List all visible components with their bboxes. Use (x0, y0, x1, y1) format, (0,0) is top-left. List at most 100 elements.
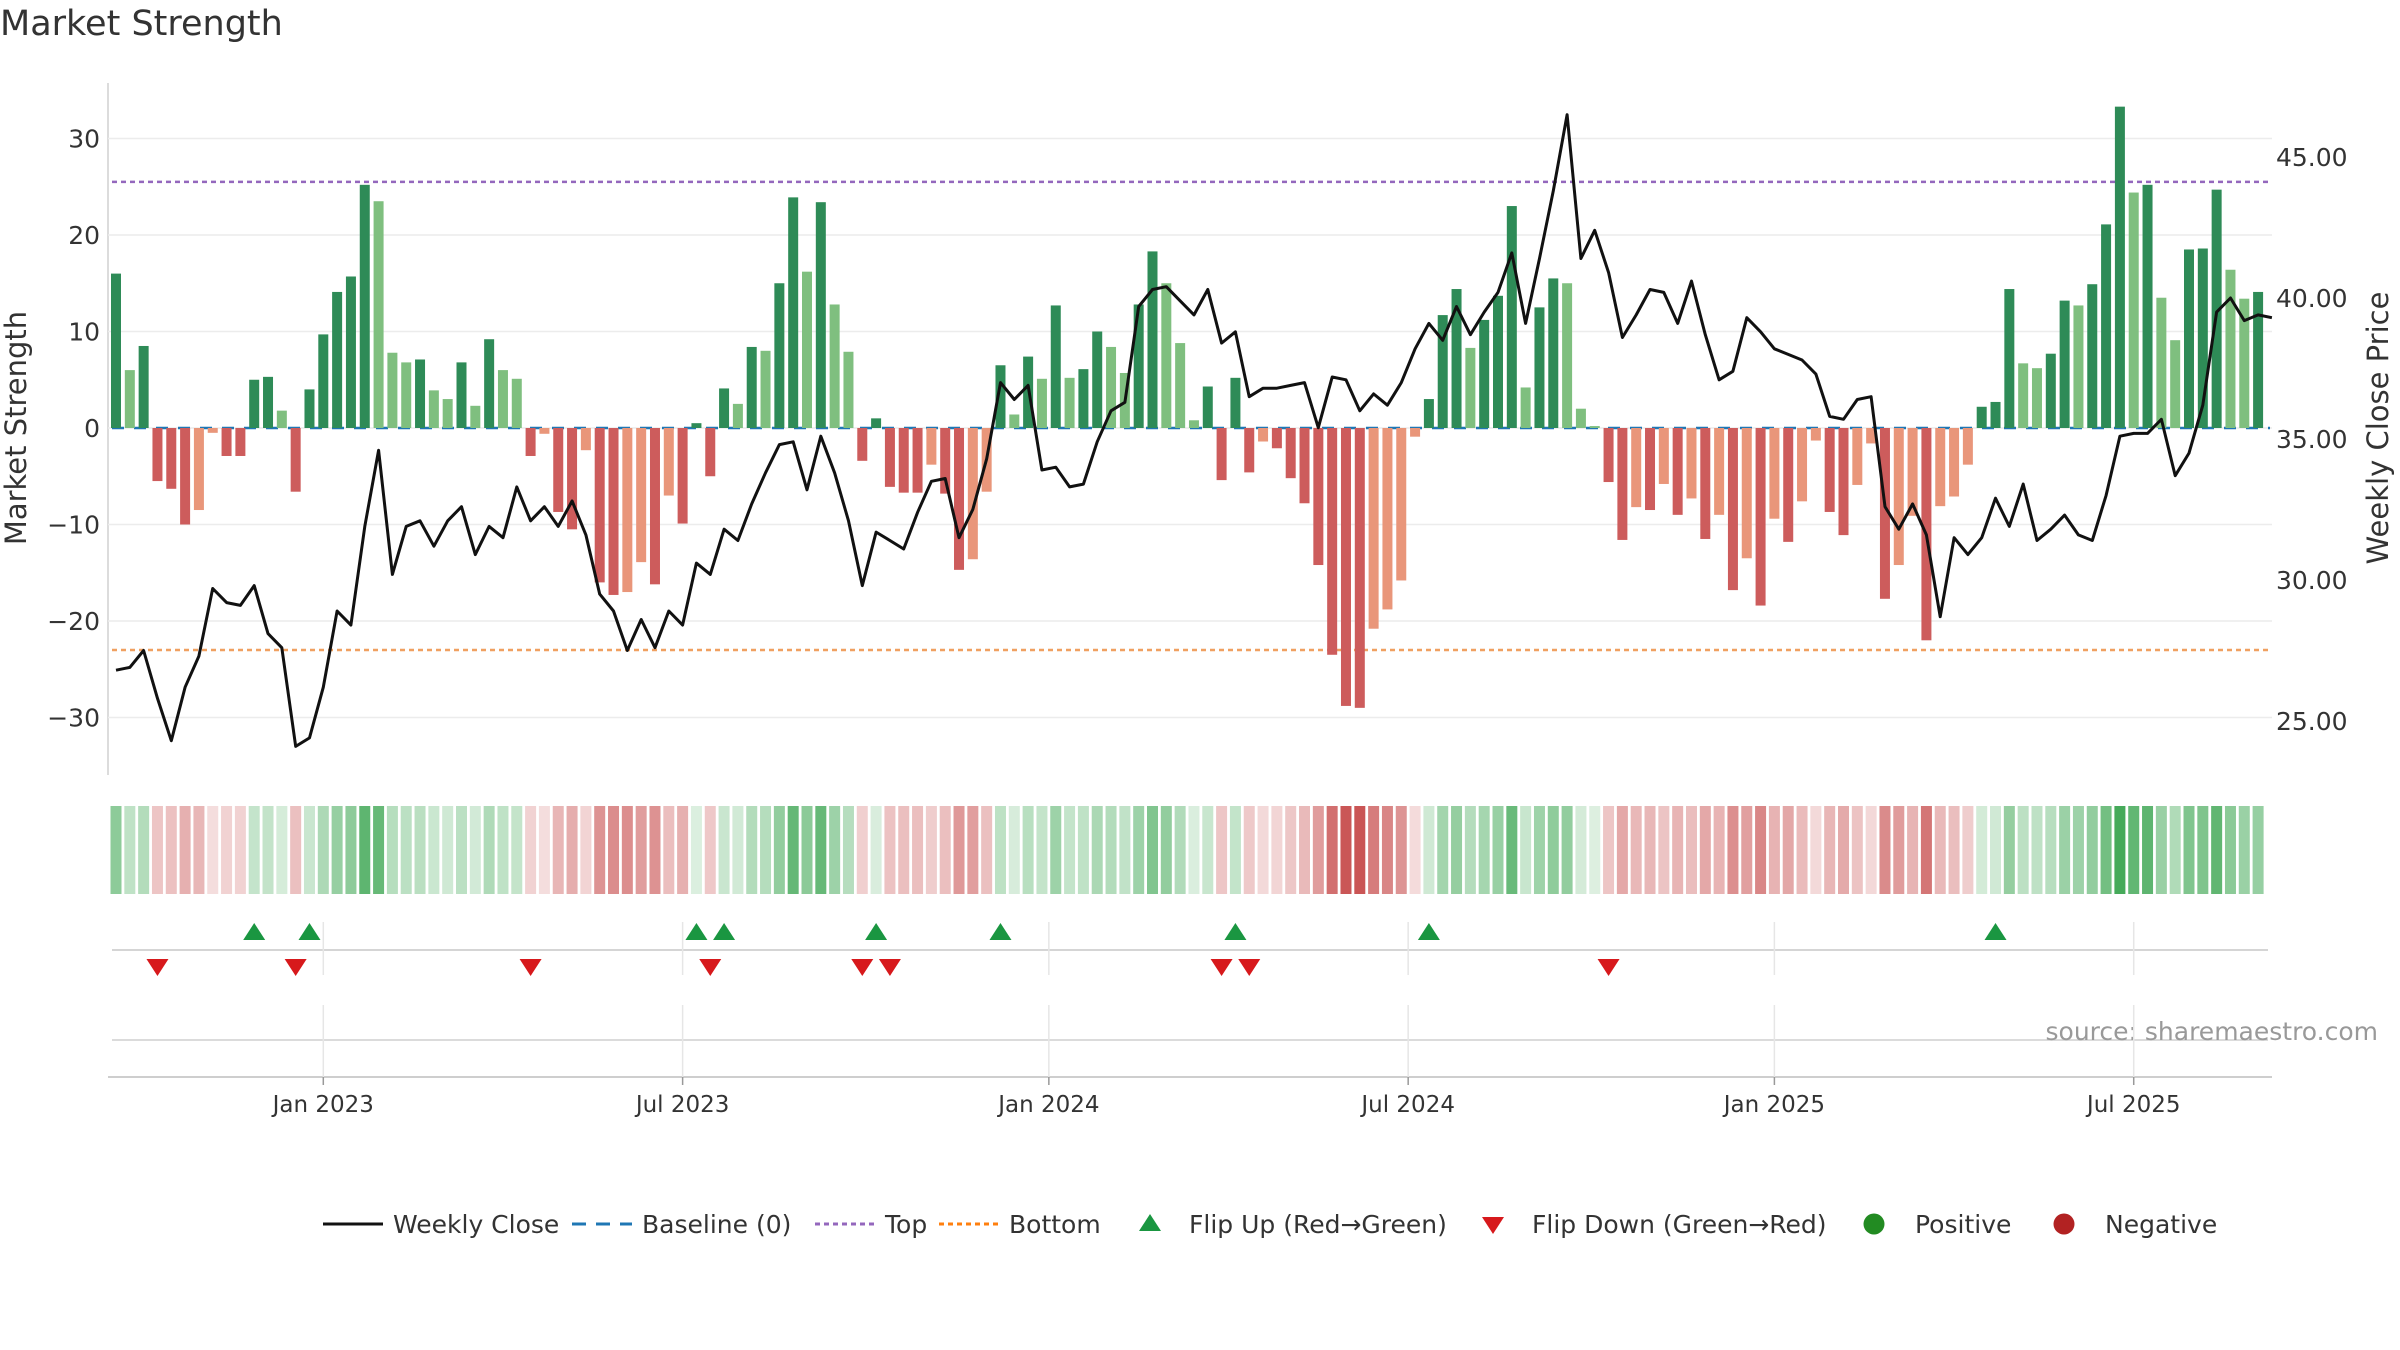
legend-bottom: Bottom (939, 1210, 1101, 1239)
heat-cell (511, 806, 523, 894)
heat-cell (1271, 806, 1283, 894)
strength-bar (1092, 331, 1103, 428)
strength-bar (1672, 428, 1683, 515)
heat-cell (1299, 806, 1311, 894)
strength-bar (484, 339, 495, 428)
heat-cell (677, 806, 689, 894)
strength-bar (359, 184, 370, 428)
strength-bar (1520, 387, 1531, 428)
heat-cell (179, 806, 191, 894)
heat-cell (1147, 806, 1158, 894)
heat-cell (1188, 806, 1200, 894)
heat-cell (1851, 806, 1863, 894)
strength-bar (857, 428, 868, 461)
legend-positive: Positive (1863, 1210, 2011, 1239)
flip-down-marker (1597, 959, 1620, 976)
heat-cell (1907, 806, 1919, 894)
strength-bar (1700, 428, 1711, 539)
flip-up-marker (298, 923, 321, 940)
strength-bar (207, 428, 218, 433)
heat-cell (1990, 806, 2002, 894)
heat-cell (2224, 806, 2236, 894)
x-tick-label: Jan 2023 (271, 1092, 374, 1118)
strength-bar (1645, 428, 1656, 511)
flip-up-marker (243, 923, 266, 940)
heat-cell (1603, 806, 1615, 894)
strength-bar (1479, 319, 1490, 428)
legend-label: Top (884, 1210, 927, 1239)
legend-swatch (2053, 1213, 2075, 1235)
strength-bar (166, 428, 177, 489)
strength-bar (497, 370, 508, 428)
legend-flip-down-green-red: Flip Down (Green→Red) (1482, 1210, 1827, 1239)
heat-cell (1423, 806, 1435, 894)
strength-bar (1244, 428, 1255, 473)
strength-bar (2031, 368, 2042, 428)
heat-cell (386, 806, 398, 894)
heat-cell (1368, 806, 1380, 894)
heat-cell (221, 806, 233, 894)
strength-bar (470, 405, 481, 428)
heat-cell (1741, 806, 1753, 894)
heat-cell (456, 806, 467, 894)
heat-cell (1064, 806, 1076, 894)
heat-cell (594, 806, 606, 894)
heat-cell (538, 806, 550, 894)
strength-bar (318, 334, 329, 428)
strength-bar (705, 428, 716, 477)
strength-bar (511, 378, 522, 428)
strength-bar (663, 428, 674, 496)
heat-cell (1589, 806, 1601, 894)
heat-cell (124, 806, 136, 894)
heat-cell (1644, 806, 1656, 894)
heat-cell (1575, 806, 1587, 894)
strength-bar (2253, 291, 2264, 428)
strength-bar (1769, 428, 1780, 519)
strength-bar (539, 428, 550, 434)
strength-bar (1410, 428, 1421, 437)
heat-cell (1962, 806, 1974, 894)
strength-bar (1755, 428, 1766, 606)
y-tick-label: −10 (47, 511, 100, 540)
heat-cell (898, 806, 910, 894)
heat-cell (2003, 806, 2015, 894)
strength-bar (1603, 428, 1614, 483)
heat-cell (1492, 806, 1504, 894)
strength-bar (415, 359, 426, 428)
heat-cell (2086, 806, 2098, 894)
strength-bar (2101, 224, 2112, 428)
strength-bar (1949, 428, 1960, 497)
heat-cell (1713, 806, 1725, 894)
strength-bar (1962, 428, 1973, 465)
heat-cell (317, 806, 329, 894)
flip-up-marker (1224, 923, 1247, 940)
strength-bar (622, 428, 633, 593)
heat-cell (359, 806, 371, 894)
heat-cell (1630, 806, 1642, 894)
flip-down-marker (699, 959, 722, 976)
heat-cell (400, 806, 412, 894)
heat-cell (2017, 806, 2029, 894)
strength-bar (926, 428, 937, 465)
heat-cell (1768, 806, 1780, 894)
heat-cell (580, 806, 592, 894)
heat-cell (1672, 806, 1684, 894)
heat-cell (2197, 806, 2209, 894)
strength-bar (1368, 428, 1379, 629)
heat-cell (303, 806, 315, 894)
flip-down-marker (851, 959, 874, 976)
strength-bar (1354, 428, 1365, 708)
heat-cell (994, 806, 1006, 894)
strength-bar (1935, 428, 1946, 507)
heat-cell (732, 806, 744, 894)
strength-bar (1907, 428, 1918, 516)
strength-bar (2128, 192, 2139, 428)
legend-weekly-close: Weekly Close (323, 1210, 559, 1239)
heat-cell (1077, 806, 1089, 894)
strength-bar (1423, 399, 1434, 428)
strength-bar (1313, 428, 1324, 566)
y-axis-label-right: Weekly Close Price (2361, 292, 2395, 565)
heat-cell (290, 806, 302, 894)
y-right-tick-label: 35.00 (2276, 425, 2348, 454)
